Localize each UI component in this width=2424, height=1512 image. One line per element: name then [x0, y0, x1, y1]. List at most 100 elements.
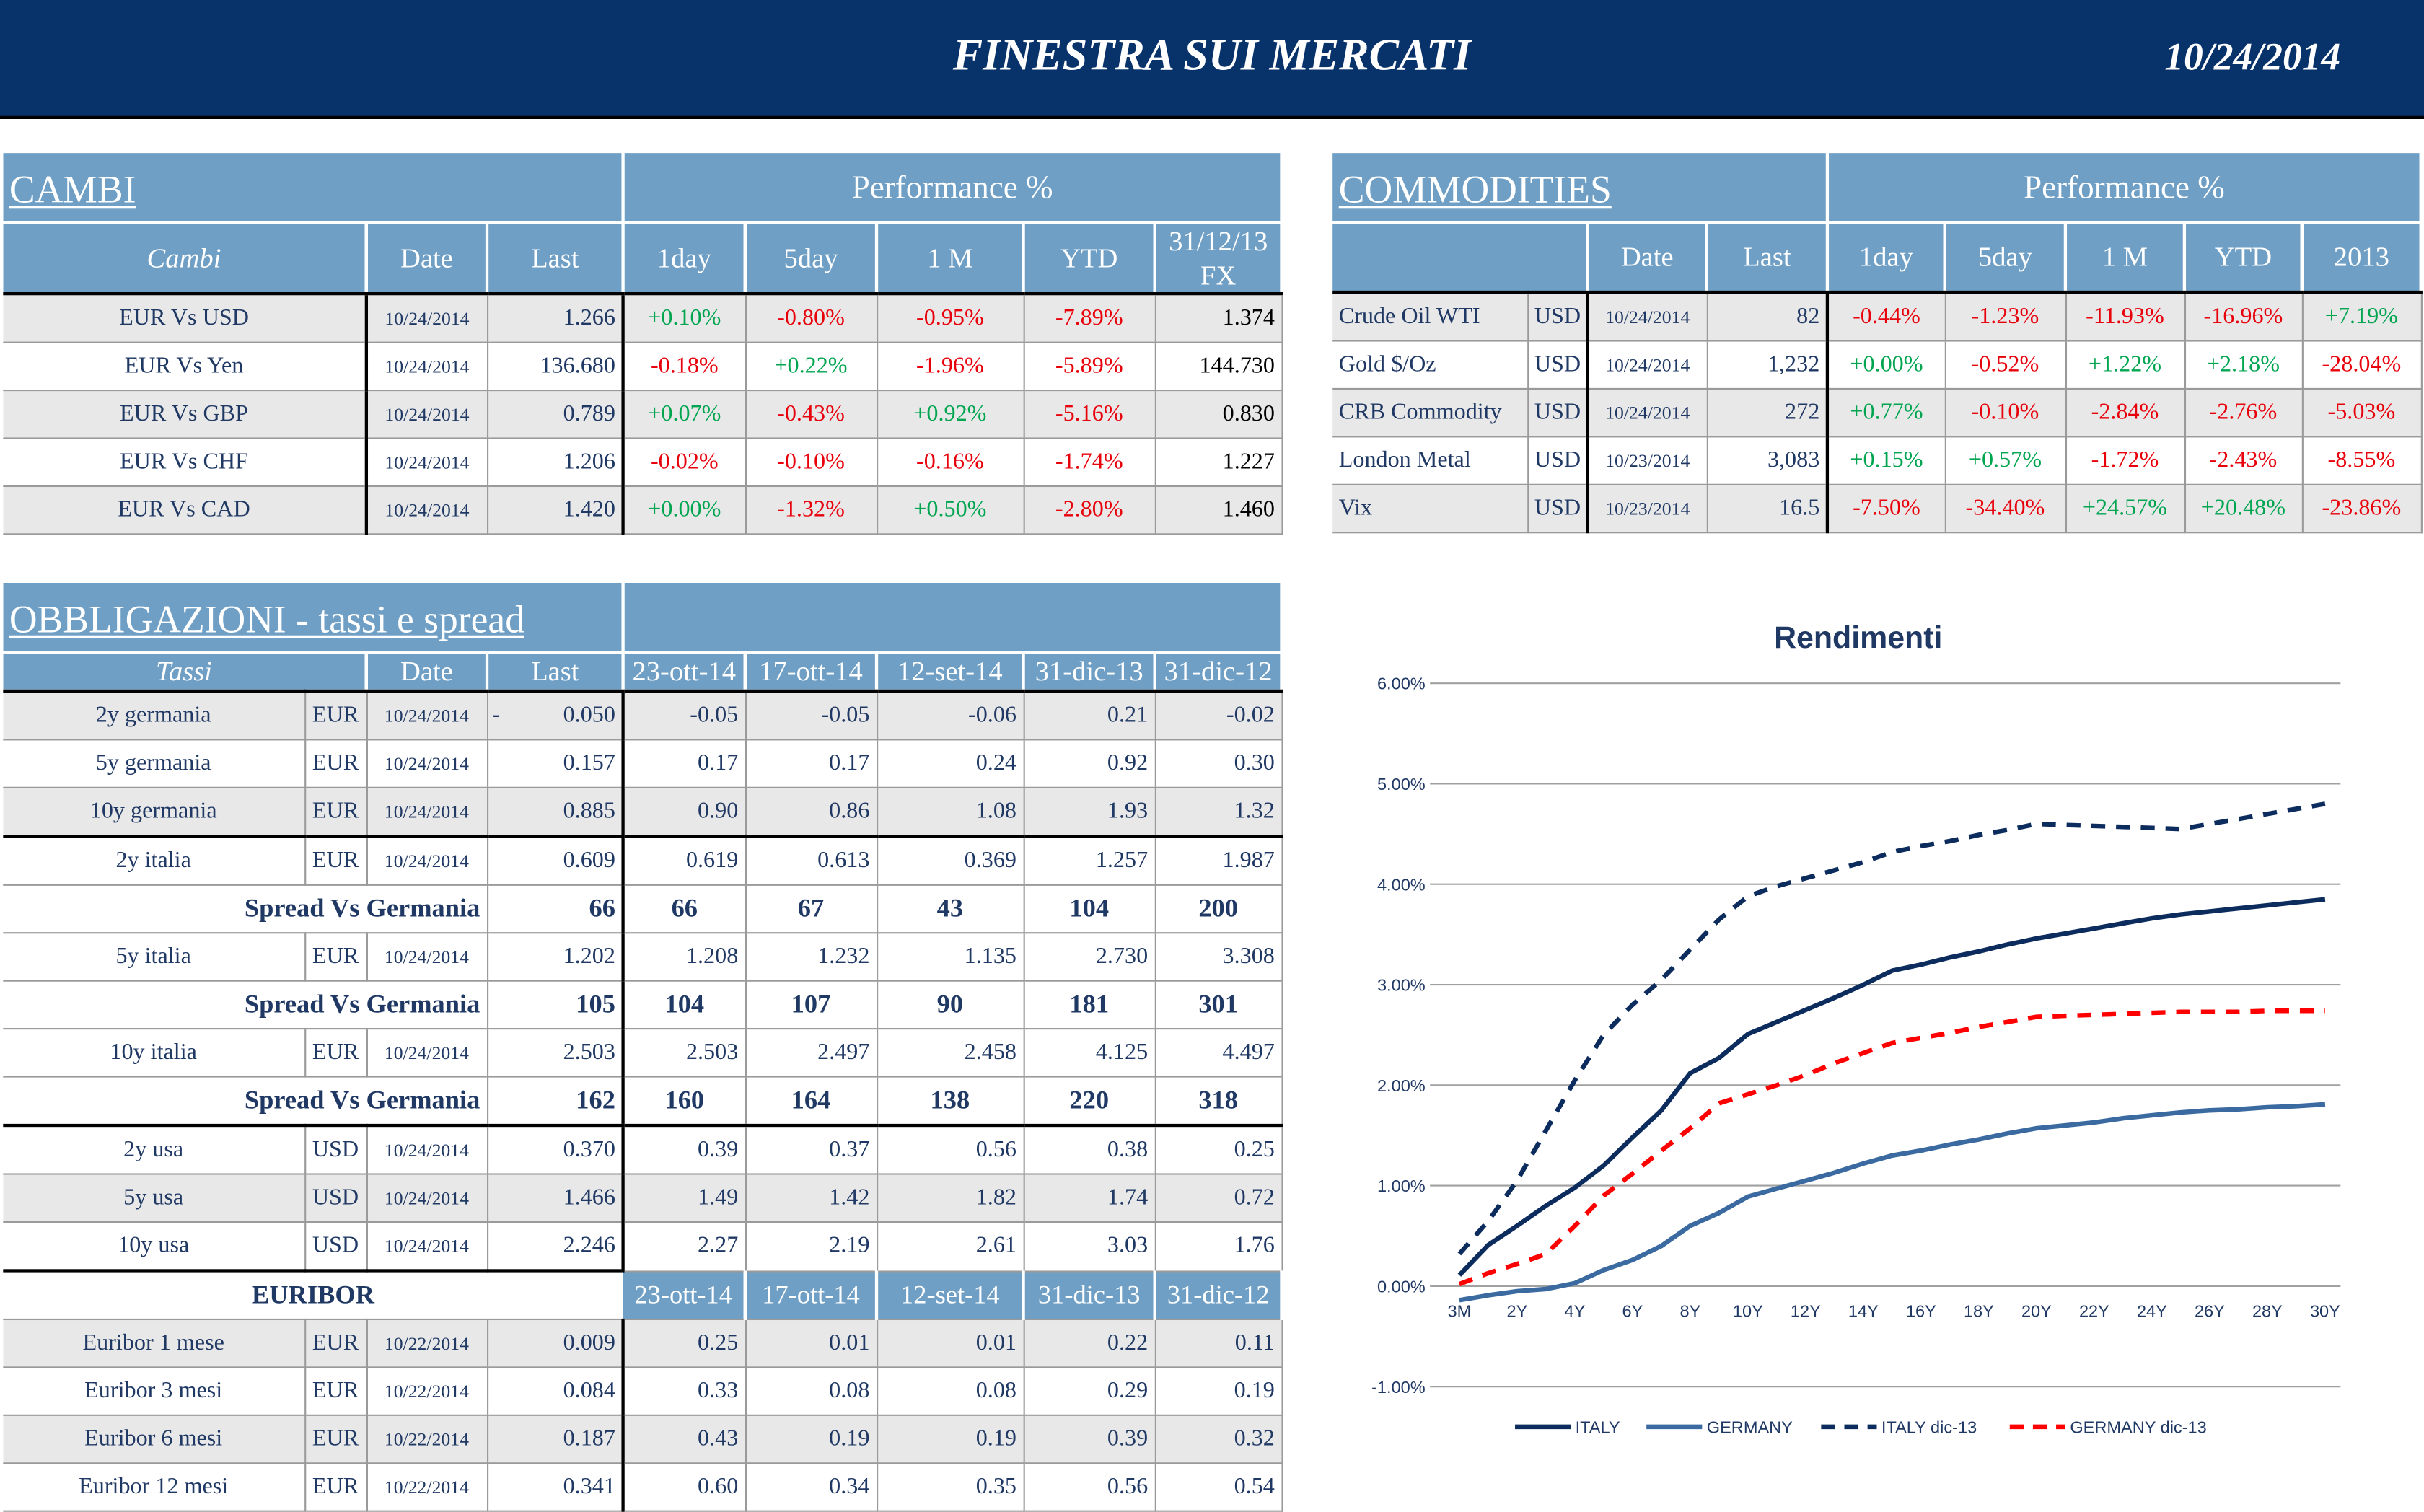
last: 1.466 [487, 1174, 624, 1223]
table-row: 5y germania EUR 10/24/2014 0.157 0.17 0.17 0.2… [3, 739, 1283, 788]
column-header: 1 M [877, 224, 1025, 296]
column-header: Last [487, 224, 625, 296]
date: 10/22/2014 [366, 1319, 488, 1368]
x-tick-label: 28Y [2252, 1302, 2283, 1321]
y-tick-label: 1.00% [1377, 1177, 1426, 1195]
table-row: 2y usa USD 10/24/2014 0.370 0.39 0.37 0.56 0.38… [3, 1125, 1283, 1175]
pair-name: EUR Vs CHF [3, 438, 367, 488]
value-23-ott-14: 0.39 [621, 1125, 746, 1175]
value-31-dic-12: 0.32 [1154, 1415, 1283, 1464]
yield-curve-chart: Rendimenti -1.00% 0.00% 1.00% 2.00% 3.00% 4.00… [1371, 620, 2341, 1436]
section-title: CAMBI [3, 153, 625, 221]
value-31-dic-12: 4.497 [1154, 1029, 1283, 1078]
currency: USD [304, 1221, 367, 1272]
bond-name: 10y italia [3, 1029, 306, 1078]
last: 0.157 [487, 739, 624, 788]
spread-value: 164 [745, 1076, 878, 1128]
value-17-ott-14: 0.86 [745, 787, 878, 838]
euribor-name: Euribor 6 mesi [3, 1415, 306, 1464]
section-title: COMMODITIES [1332, 153, 1830, 221]
currency: EUR [304, 1367, 367, 1416]
column-header: 1 M [2065, 224, 2187, 294]
date: 10/24/2014 [364, 342, 488, 392]
currency: USD [1527, 388, 1589, 438]
spread-label: Spread Vs Germania [3, 1076, 488, 1128]
column-header: Date [366, 654, 489, 693]
perf-2013: -5.03% [2301, 388, 2422, 438]
perf-ytd: -5.16% [1023, 390, 1156, 439]
last-prefix: - [492, 702, 501, 728]
series-line-italy-dic-13 [1457, 801, 2326, 1256]
commodity-name: Vix [1332, 484, 1529, 534]
x-tick-label: 18Y [1964, 1302, 1994, 1321]
date: 10/22/2014 [366, 1415, 488, 1464]
table-row: 10y italia EUR 10/24/2014 2.503 2.503 2.497 2.… [3, 1029, 1283, 1078]
value-12-set-14: -0.06 [877, 690, 1024, 741]
pair-name: EUR Vs USD [3, 294, 367, 343]
perf-ytd: -7.89% [1023, 294, 1156, 343]
perf-ytd: -2.43% [2184, 436, 2303, 485]
bond-name: 10y usa [3, 1221, 306, 1272]
currency: EUR [304, 690, 367, 741]
value-23-ott-14: 0.25 [621, 1319, 746, 1368]
last: 1.206 [487, 438, 624, 488]
value-12-set-14: 1.08 [877, 787, 1024, 838]
x-tick-label: 30Y [2310, 1302, 2340, 1321]
currency: EUR [304, 1415, 367, 1464]
section-title: OBBLIGAZIONI - tassi e spread [3, 582, 625, 651]
date: 10/24/2014 [366, 739, 488, 788]
column-header: Last [487, 654, 625, 693]
table-row: EUR Vs Yen 10/24/2014 136.680 -0.18% +0.22% -… [3, 342, 1283, 392]
spread-value: 104 [621, 980, 746, 1030]
column-header: 5day [745, 224, 879, 296]
value-23-ott-14: 2.27 [621, 1221, 746, 1272]
value-17-ott-14: 2.19 [745, 1221, 878, 1272]
bond-name: 5y germania [3, 739, 306, 788]
spread-value: 162 [487, 1076, 624, 1128]
value-23-ott-14: -0.05 [621, 690, 746, 741]
perf-ytd: +2.18% [2184, 340, 2303, 390]
spread-value: 104 [1023, 884, 1156, 934]
value-31-dic-13: 0.29 [1023, 1367, 1156, 1416]
value-23-ott-14: 0.17 [621, 739, 746, 788]
last: 0.187 [487, 1415, 624, 1464]
currency: EUR [304, 739, 367, 788]
value-23-ott-14: 1.208 [621, 933, 746, 982]
value-17-ott-14: 0.01 [745, 1319, 878, 1368]
table-row: 2y italia EUR 10/24/2014 0.609 0.619 0.613 0.3… [3, 836, 1283, 886]
fx-31-12-13: 1.227 [1154, 438, 1283, 488]
y-tick-label: 2.00% [1377, 1076, 1426, 1095]
date: 10/24/2014 [364, 485, 488, 535]
date: 10/24/2014 [366, 1029, 488, 1078]
performance-label: Performance % [1827, 153, 2423, 221]
column-header-row: Tassi Date Last 23-ott-14 17-ott-14 12-set-14… [3, 654, 1283, 693]
x-tick-label: 12Y [1791, 1302, 1821, 1321]
perf-5day: +0.57% [1944, 436, 2067, 485]
date: 10/24/2014 [364, 438, 488, 488]
table-row: Gold $/Oz USD 10/24/2014 1,232 +0.00% -0.52% +… [1332, 340, 2422, 390]
last: 0.789 [487, 390, 624, 439]
column-header: Date [366, 224, 489, 296]
value-12-set-14: 2.61 [877, 1221, 1024, 1272]
perf-1day: +0.10% [621, 294, 747, 343]
section-title-row: COMMODITIES Performance % [1332, 153, 2423, 221]
commodity-name: London Metal [1332, 436, 1529, 485]
spread-value: 90 [877, 980, 1024, 1030]
perf-1m: +24.57% [2065, 484, 2186, 534]
value-31-dic-12: 0.30 [1154, 739, 1283, 788]
value-31-dic-13: 0.38 [1023, 1125, 1156, 1175]
gap [3, 651, 1282, 654]
value-23-ott-14: 0.90 [621, 787, 746, 838]
y-tick-label: 5.00% [1377, 775, 1426, 794]
spread-value: 220 [1023, 1076, 1156, 1128]
currency: EUR [304, 1319, 367, 1368]
x-tick-label: 4Y [1564, 1302, 1585, 1321]
x-tick-label: 2Y [1506, 1302, 1527, 1321]
pair-name: EUR Vs GBP [3, 390, 367, 439]
spread-value: 66 [487, 884, 624, 934]
table-row: EUR Vs CHF 10/24/2014 1.206 -0.02% -0.10% -0.… [3, 438, 1283, 488]
last-value: 0.050 [563, 702, 615, 728]
report-date: 10/24/2014 [2164, 37, 2341, 79]
page-title: FINESTRA SUI MERCATI [952, 30, 1472, 81]
